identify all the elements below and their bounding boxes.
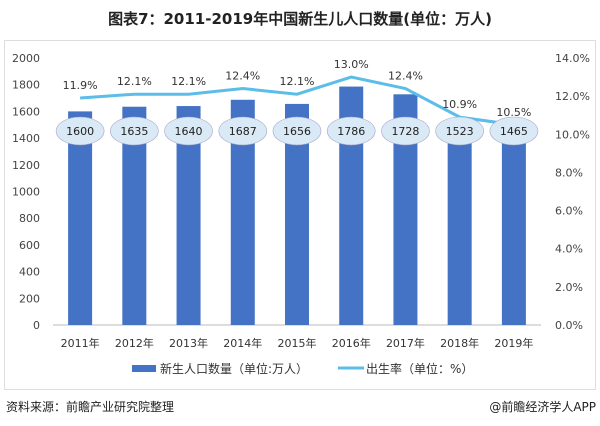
bar-value-bubble [55, 116, 105, 146]
bar-value-bubble [489, 116, 539, 146]
right-axis-tick: 14.0% [555, 52, 590, 65]
bar [501, 129, 526, 325]
rate-value-label: 12.1% [117, 75, 152, 88]
bar-value-label: 1600 [66, 125, 94, 138]
bar-value-bubble [326, 116, 376, 146]
x-axis-tick: 2015年 [278, 336, 317, 350]
left-axis-tick: 400 [19, 266, 40, 279]
right-axis-tick: 0.0% [555, 319, 583, 332]
x-axis-tick: 2012年 [115, 336, 154, 350]
right-axis-tick: 4.0% [555, 243, 583, 256]
left-axis-tick: 800 [19, 212, 40, 225]
rate-value-label: 11.9% [63, 79, 98, 92]
bar-value-label: 1465 [500, 125, 528, 138]
bar [447, 121, 472, 325]
bar [68, 111, 93, 326]
source-note: 资料来源：前瞻产业研究院整理 [6, 400, 175, 414]
legend-line-label: 出生率（单位：%） [366, 361, 473, 376]
right-axis-tick: 6.0% [555, 205, 583, 218]
legend-bar-swatch [132, 365, 156, 372]
bar-value-label: 1786 [337, 125, 365, 138]
bar-value-bubble [110, 116, 159, 146]
right-axis-tick: 10.0% [555, 128, 590, 141]
left-axis-tick: 200 [19, 292, 40, 305]
bar-value-label: 1656 [283, 125, 311, 138]
rate-value-label: 10.9% [442, 98, 477, 111]
bar-value-bubble [435, 116, 484, 146]
legend-bar-label: 新生人口数量（单位:万人） [160, 361, 308, 376]
chart-frame [4, 40, 596, 390]
bar-value-label: 1640 [175, 125, 203, 138]
left-axis-tick: 1600 [12, 105, 40, 118]
rate-value-label: 12.4% [225, 70, 260, 83]
left-axis-tick: 600 [19, 239, 40, 252]
x-axis-tick: 2018年 [440, 336, 479, 350]
right-axis-tick: 8.0% [555, 166, 583, 179]
rate-value-label: 13.0% [334, 58, 369, 71]
rate-value-label: 12.4% [388, 70, 423, 83]
left-axis-tick: 1800 [12, 79, 40, 92]
rate-value-label: 10.5% [496, 106, 531, 119]
chart-title: 图表7：2011-2019年中国新生儿人口数量(单位：万人) [108, 10, 492, 28]
x-axis-tick: 2013年 [169, 336, 208, 350]
bar-value-label: 1635 [120, 125, 148, 138]
x-axis-tick: 2019年 [494, 336, 533, 350]
credit-note: @前瞻经济学人APP [489, 400, 596, 414]
bar-value-label: 1523 [446, 125, 474, 138]
x-axis-tick: 2017年 [386, 336, 425, 350]
bar-value-label: 1687 [229, 125, 257, 138]
x-axis-tick: 2014年 [223, 336, 262, 350]
bar-value-bubble [381, 116, 430, 146]
bar-value-bubble [164, 116, 213, 146]
bar-value-bubble [272, 116, 322, 146]
bar-value-bubble [218, 116, 268, 146]
rate-value-label: 12.1% [280, 75, 315, 88]
left-axis-tick: 1400 [12, 132, 40, 145]
right-axis-tick: 12.0% [555, 90, 590, 103]
rate-line [80, 75, 515, 127]
left-axis-tick: 2000 [12, 52, 40, 65]
right-axis-tick: 2.0% [555, 281, 583, 294]
bar-value-label: 1728 [391, 125, 419, 138]
rate-value-label: 12.1% [171, 75, 206, 88]
left-axis-tick: 1000 [12, 186, 40, 199]
left-axis-tick: 1200 [12, 159, 40, 172]
left-axis-tick: 0 [33, 319, 40, 332]
x-axis-tick: 2011年 [61, 336, 100, 350]
x-axis-tick: 2016年 [332, 336, 371, 350]
